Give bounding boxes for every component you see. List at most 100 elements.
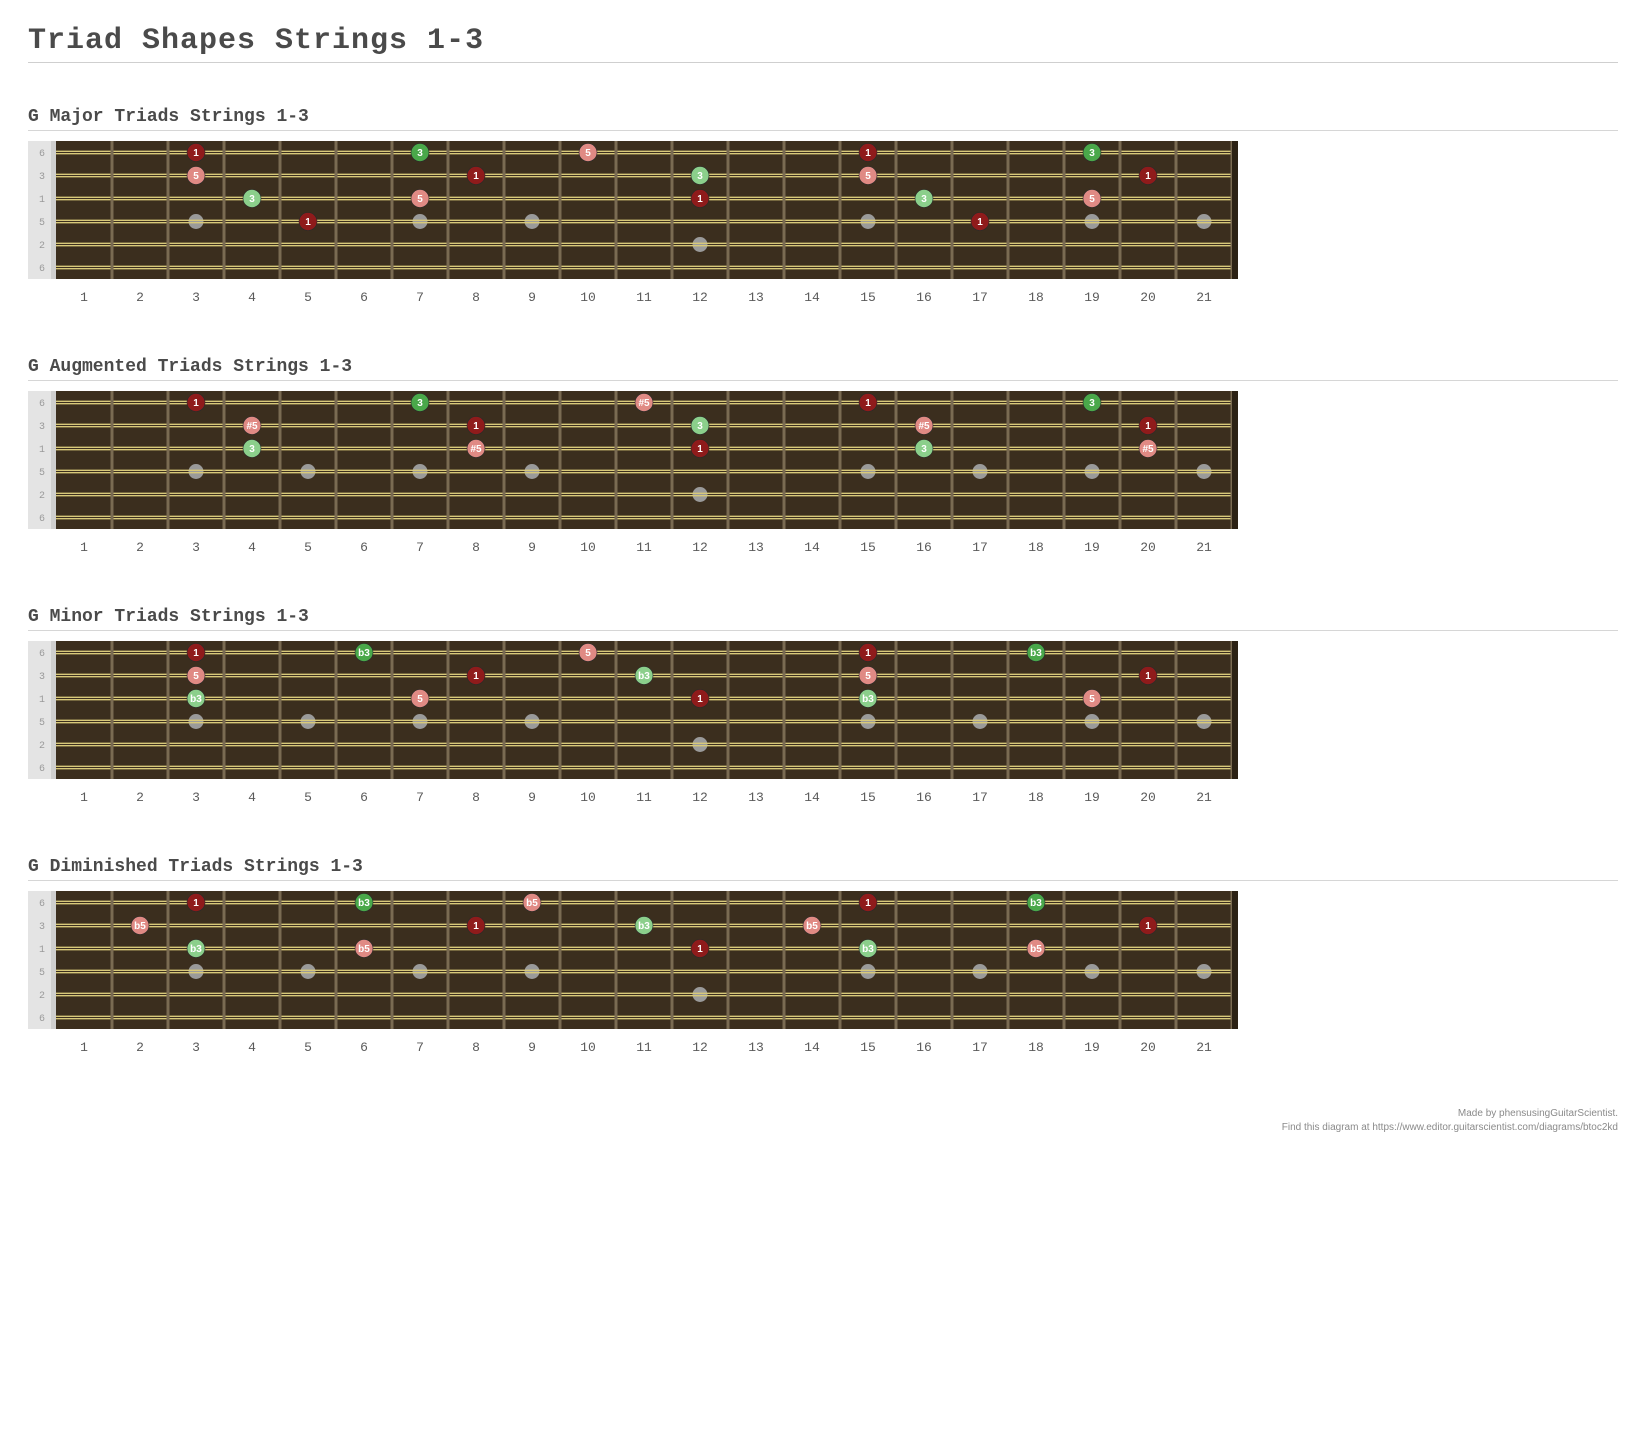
- fret-number: 20: [1140, 1040, 1156, 1055]
- string-label: 2: [39, 741, 45, 752]
- note-label: b5: [526, 898, 538, 909]
- fret-number: 20: [1140, 790, 1156, 805]
- board-right-cap: [1232, 641, 1238, 779]
- fret-number: 8: [472, 290, 480, 305]
- fretboard-diagram: 6315261234567891011121314151617181920211…: [28, 141, 1240, 313]
- fret-inlay: [1197, 714, 1212, 729]
- note-label: b3: [862, 944, 874, 955]
- note-marker: b3: [1027, 894, 1045, 912]
- fret-number: 14: [804, 540, 820, 555]
- note-label: b3: [862, 694, 874, 705]
- fret-number: 8: [472, 1040, 480, 1055]
- note-marker: 5: [187, 167, 205, 185]
- note-label: 3: [1089, 148, 1095, 159]
- note-label: 5: [1089, 194, 1095, 205]
- fret-inlay: [189, 964, 204, 979]
- note-marker: 5: [411, 690, 429, 708]
- fret-inlay: [301, 964, 316, 979]
- note-marker: 5: [579, 644, 597, 662]
- fret-number: 13: [748, 790, 764, 805]
- fretboard-section: G Augmented Triads Strings 1-36315261234…: [28, 357, 1618, 563]
- note-label: #5: [1142, 444, 1154, 455]
- fret-number: 17: [972, 290, 988, 305]
- string-label: 5: [39, 968, 45, 979]
- note-label: 1: [1145, 921, 1151, 932]
- fret-inlay: [861, 214, 876, 229]
- note-marker: 1: [691, 690, 709, 708]
- fret-number: 4: [248, 540, 256, 555]
- string-label: 2: [39, 491, 45, 502]
- fretboard-section: G Minor Triads Strings 1-363152612345678…: [28, 607, 1618, 813]
- fretboard-diagram: 6315261234567891011121314151617181920211…: [28, 391, 1240, 563]
- string-label: 3: [39, 922, 45, 933]
- fret-inlay: [1197, 964, 1212, 979]
- fret-number: 2: [136, 1040, 144, 1055]
- note-marker: 1: [187, 144, 205, 162]
- string-label: 6: [39, 764, 45, 775]
- string-label: 1: [39, 695, 45, 706]
- page-title-rule: [28, 62, 1618, 63]
- string-label: 1: [39, 945, 45, 956]
- fret-inlay: [693, 987, 708, 1002]
- note-label: b3: [638, 671, 650, 682]
- fret-inlay: [413, 714, 428, 729]
- section-rule: [28, 130, 1618, 131]
- board-right-cap: [1232, 891, 1238, 1029]
- note-label: 5: [865, 671, 871, 682]
- fret-number: 14: [804, 790, 820, 805]
- fret-number: 20: [1140, 540, 1156, 555]
- note-marker: b3: [1027, 644, 1045, 662]
- note-marker: b3: [355, 894, 373, 912]
- fret-inlay: [1197, 464, 1212, 479]
- fret-number: 15: [860, 790, 876, 805]
- note-label: b5: [358, 944, 370, 955]
- note-label: 3: [697, 171, 703, 182]
- footer-credit: Made by phensusingGuitarScientist.: [1458, 1108, 1618, 1119]
- note-marker: 1: [971, 213, 989, 231]
- fret-inlay: [861, 464, 876, 479]
- fret-inlay: [413, 214, 428, 229]
- string-label: 5: [39, 468, 45, 479]
- fret-inlay: [861, 714, 876, 729]
- fret-number: 12: [692, 790, 708, 805]
- note-marker: 1: [859, 644, 877, 662]
- fret-number: 7: [416, 540, 424, 555]
- fret-number: 5: [304, 1040, 312, 1055]
- note-marker: 1: [187, 394, 205, 412]
- note-marker: 1: [467, 917, 485, 935]
- fret-number: 17: [972, 1040, 988, 1055]
- string-label: 3: [39, 422, 45, 433]
- note-marker: b5: [1027, 940, 1045, 958]
- note-marker: 3: [915, 190, 933, 208]
- fret-number: 6: [360, 540, 368, 555]
- fret-number: 2: [136, 540, 144, 555]
- note-label: 1: [193, 398, 199, 409]
- note-label: 1: [473, 171, 479, 182]
- note-marker: 1: [299, 213, 317, 231]
- note-marker: 3: [411, 144, 429, 162]
- string-label: 1: [39, 195, 45, 206]
- fret-number: 21: [1196, 290, 1212, 305]
- fret-number: 17: [972, 540, 988, 555]
- fret-number: 19: [1084, 290, 1100, 305]
- fret-number: 19: [1084, 1040, 1100, 1055]
- note-label: b5: [134, 921, 146, 932]
- note-marker: b5: [523, 894, 541, 912]
- string-label: 6: [39, 1014, 45, 1025]
- note-marker: 3: [1083, 144, 1101, 162]
- note-label: b3: [1030, 898, 1042, 909]
- note-marker: 3: [243, 190, 261, 208]
- fret-number: 19: [1084, 540, 1100, 555]
- string-label: 5: [39, 218, 45, 229]
- string-label: 6: [39, 399, 45, 410]
- note-marker: 3: [243, 440, 261, 458]
- note-marker: 1: [859, 894, 877, 912]
- fret-inlay: [1197, 214, 1212, 229]
- string-label: 6: [39, 649, 45, 660]
- note-label: 1: [977, 217, 983, 228]
- note-label: 1: [697, 694, 703, 705]
- fret-number: 15: [860, 290, 876, 305]
- note-label: 1: [865, 898, 871, 909]
- note-marker: 1: [1139, 167, 1157, 185]
- fret-number: 7: [416, 1040, 424, 1055]
